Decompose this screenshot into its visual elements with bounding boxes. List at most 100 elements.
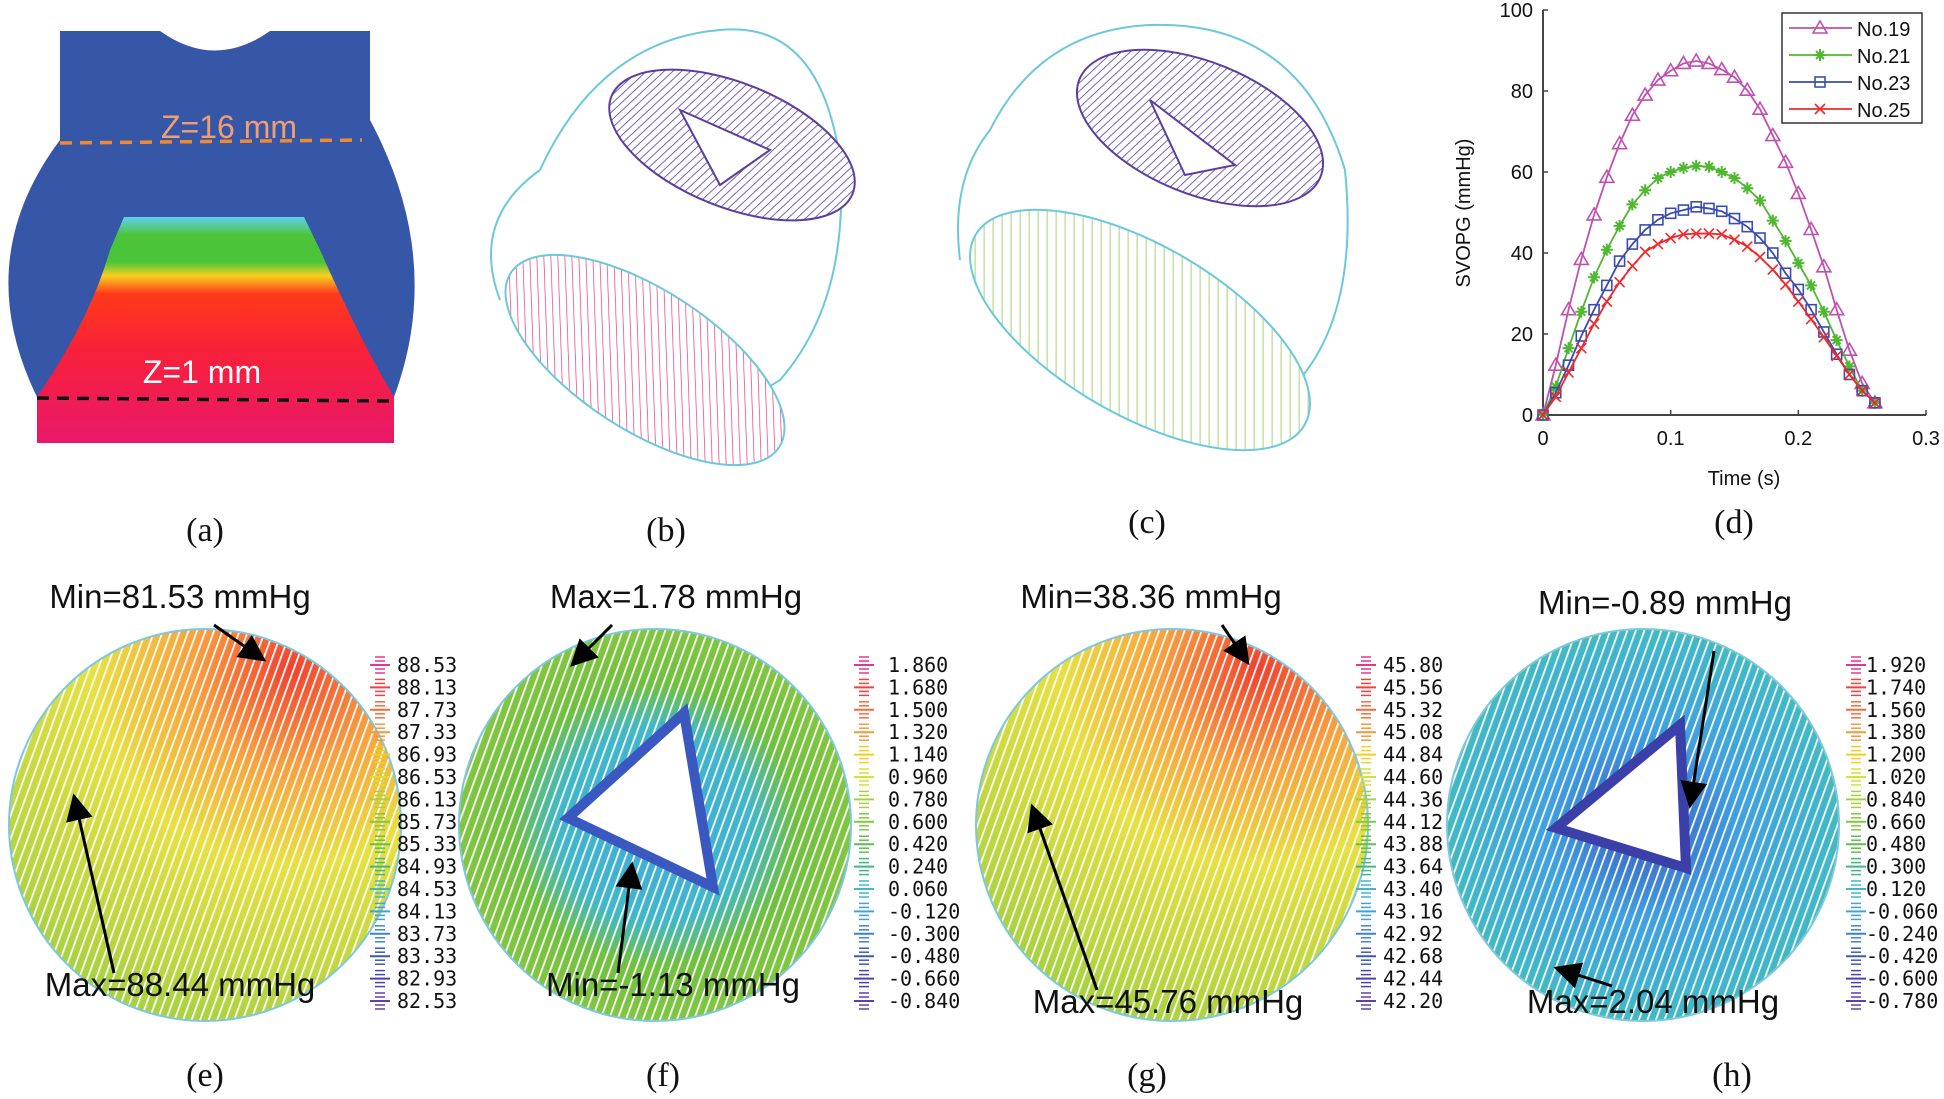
scale-label: 0.240: [888, 855, 948, 879]
max-arrow: [1553, 962, 1613, 989]
data-point: [1703, 227, 1715, 240]
z16-label: Z=16 mm: [161, 109, 297, 145]
data-point: [1754, 194, 1767, 207]
data-point: [1728, 172, 1741, 185]
series-no-23: [1537, 201, 1881, 421]
data-point: [1811, 19, 1829, 34]
legend-label: No.19: [1857, 19, 1910, 41]
panel-g: 45.8045.5645.3245.0844.8444.6044.3644.12…: [975, 578, 1443, 1094]
data-point: [1716, 228, 1728, 240]
scale-label: 86.93: [397, 743, 457, 767]
scale-label: -0.840: [888, 989, 960, 1013]
scale-label: -0.600: [1866, 967, 1938, 991]
upper-section-triangle: [677, 107, 773, 187]
data-point: [1588, 318, 1600, 330]
data-point: [1662, 62, 1680, 77]
z1-label: Z=1 mm: [143, 354, 261, 390]
panel-label-a: (a): [186, 512, 224, 549]
data-point: [1767, 247, 1779, 259]
data-point: [1764, 126, 1782, 142]
min-arrow: [213, 623, 267, 662]
y-axis-label: SVOPG (mmHg): [1453, 139, 1475, 288]
scale-label: 0.600: [888, 810, 948, 834]
scale-label: 43.88: [1383, 832, 1443, 856]
data-point: [1639, 224, 1651, 236]
data-point: [1766, 214, 1779, 227]
data-point: [1815, 258, 1833, 273]
scale-label: 0.660: [1866, 810, 1926, 834]
y-tick-label: 100: [1500, 0, 1533, 22]
data-point: [1869, 397, 1881, 409]
data-point: [1814, 103, 1826, 115]
scale-label: 42.92: [1383, 922, 1443, 946]
scale-label: 43.16: [1383, 899, 1443, 923]
scale-label: 1.860: [888, 653, 948, 677]
panel-label-g: (g): [1127, 1057, 1167, 1094]
contour-lines: [9, 629, 401, 1021]
data-point: [1626, 238, 1639, 250]
contour-boundary: [1446, 628, 1840, 1022]
legend-label: No.23: [1857, 73, 1910, 95]
y-tick-label: 20: [1511, 324, 1533, 346]
scale-label: 84.53: [397, 877, 457, 901]
data-point: [1588, 303, 1600, 316]
series-no-25: [1537, 227, 1881, 421]
data-point: [1754, 232, 1766, 244]
data-point: [1614, 276, 1626, 288]
data-point: [1789, 184, 1807, 200]
data-point: [1649, 71, 1667, 86]
panel-label-d: (d): [1714, 504, 1754, 541]
legend: No.19 No.21 No.23 No.25: [1781, 12, 1923, 124]
y-tick-label: 40: [1511, 243, 1533, 265]
min-arrow: [615, 861, 643, 974]
color-scale: 1.8601.6801.5001.3201.1400.9600.7800.600…: [854, 653, 960, 1013]
legend-box: [1781, 12, 1923, 124]
y-tick-label: 80: [1511, 81, 1533, 103]
color-scale: 88.5388.1387.7387.3386.9386.5386.1385.73…: [370, 653, 457, 1013]
scale-label: 44.12: [1383, 810, 1443, 834]
contour-lines: [976, 629, 1368, 1021]
scale-label: -0.300: [888, 922, 960, 946]
min-annotation: Min=38.36 mmHg: [1020, 578, 1281, 615]
scale-label: 84.13: [397, 899, 457, 923]
scale-label: 45.32: [1383, 698, 1443, 722]
data-point: [1690, 227, 1702, 240]
z16-dashed-line: [59, 138, 363, 145]
data-point: [1560, 301, 1577, 316]
data-point: [1549, 380, 1562, 393]
x-tick-label: 0: [1537, 428, 1548, 450]
data-point: [1738, 81, 1756, 96]
data-point: [1700, 54, 1718, 70]
min-annotation: Min=81.53 mmHg: [49, 578, 310, 615]
scale-label: 83.33: [397, 944, 457, 968]
scale-label: 86.53: [397, 765, 457, 789]
x-tick-label: 0.2: [1784, 428, 1812, 450]
panel-label-e: (e): [186, 1057, 224, 1094]
max-annotation: Max=1.78 mmHg: [550, 578, 802, 615]
data-point: [1741, 182, 1754, 195]
data-point: [1575, 305, 1588, 318]
scale-label: 44.60: [1383, 765, 1443, 789]
data-point: [1754, 251, 1766, 263]
scale-label: 0.060: [888, 877, 948, 901]
scale-label: 1.920: [1866, 653, 1926, 677]
scale-label: 0.480: [1866, 832, 1926, 856]
scale-label: 84.93: [397, 855, 457, 879]
data-point: [1792, 283, 1805, 296]
contour-boundary: [8, 628, 402, 1022]
series-no-21: [1537, 159, 1881, 421]
data-point: [1805, 303, 1817, 316]
scale-label: 82.53: [397, 989, 457, 1013]
data-point: [1675, 54, 1692, 70]
data-point: [1777, 153, 1794, 169]
upper-section-triangle: [1149, 99, 1238, 177]
data-point: [1600, 243, 1613, 256]
legend-item: No.25: [1789, 100, 1910, 122]
data-point: [1831, 350, 1843, 362]
data-point: [1830, 334, 1843, 347]
data-point: [1601, 279, 1613, 292]
data-point: [1613, 219, 1626, 232]
data-point: [1626, 198, 1639, 211]
min-annotation: Min=-1.13 mmHg: [546, 966, 800, 1003]
data-point: [1728, 212, 1741, 225]
